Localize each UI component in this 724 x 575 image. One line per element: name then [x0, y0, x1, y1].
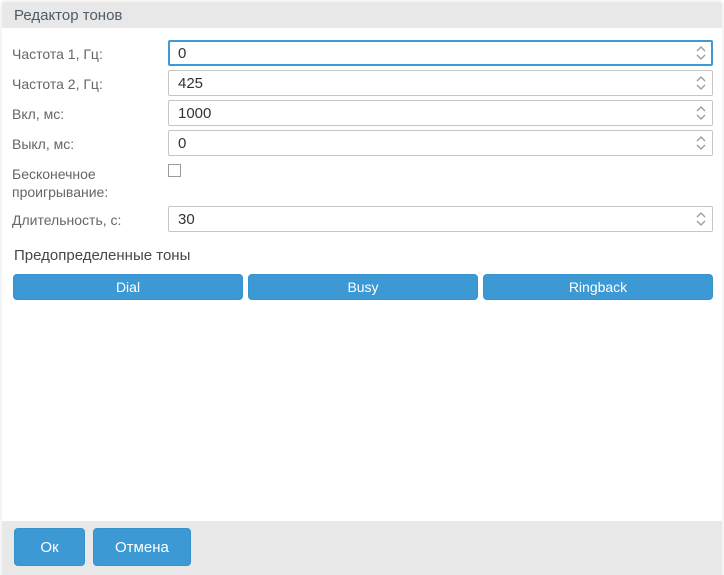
frequency1-field-wrap: [168, 40, 713, 66]
spin-down-button[interactable]: [696, 144, 706, 150]
frequency1-label: Частота 1, Гц:: [12, 46, 103, 62]
spin-down-button[interactable]: [696, 114, 706, 120]
off-ms-label: Выкл, мс:: [12, 136, 75, 152]
field-row-on-ms: Вкл, мс:: [12, 100, 713, 126]
spin-up-button[interactable]: [696, 46, 706, 52]
preset-busy-button[interactable]: Busy: [248, 274, 478, 300]
preset-dial-button[interactable]: Dial: [13, 274, 243, 300]
cancel-button[interactable]: Отмена: [93, 528, 191, 566]
spin-up-button[interactable]: [696, 76, 706, 82]
spin-up-button[interactable]: [696, 212, 706, 218]
spin-down-button[interactable]: [696, 220, 706, 226]
frequency2-field-wrap: [168, 70, 713, 96]
field-row-infinite-playback: Бесконечное проигрывание:: [12, 160, 713, 201]
field-row-off-ms: Выкл, мс:: [12, 130, 713, 156]
frequency1-spinner: [696, 40, 706, 66]
dialog-title: Редактор тонов: [14, 6, 123, 24]
frequency2-spinner: [696, 70, 706, 96]
infinite-playback-field-wrap: [168, 160, 713, 182]
spin-up-button[interactable]: [696, 106, 706, 112]
frequency1-input[interactable]: [168, 40, 713, 66]
spin-up-button[interactable]: [696, 136, 706, 142]
duration-label: Длительность, с:: [12, 212, 122, 228]
on-ms-field-wrap: [168, 100, 713, 126]
dialog-footer: Ок Отмена: [2, 521, 722, 575]
presets-heading: Предопределенные тоны: [14, 247, 191, 264]
on-ms-input[interactable]: [168, 100, 713, 126]
off-ms-field-wrap: [168, 130, 713, 156]
dialog-title-bar: Редактор тонов: [2, 2, 722, 28]
duration-spinner: [696, 206, 706, 232]
field-row-frequency1: Частота 1, Гц:: [12, 40, 713, 66]
field-row-duration: Длительность, с:: [12, 206, 713, 232]
frequency2-input[interactable]: [168, 70, 713, 96]
dialog-body: Частота 1, Гц: Частота 2, Гц:: [2, 28, 722, 521]
duration-input[interactable]: [168, 206, 713, 232]
off-ms-spinner: [696, 130, 706, 156]
duration-field-wrap: [168, 206, 713, 232]
preset-ringback-button[interactable]: Ringback: [483, 274, 713, 300]
off-ms-input[interactable]: [168, 130, 713, 156]
presets-row: Dial Busy Ringback: [13, 274, 713, 300]
frequency2-label: Частота 2, Гц:: [12, 76, 103, 92]
ok-button[interactable]: Ок: [14, 528, 85, 566]
spin-down-button[interactable]: [696, 84, 706, 90]
infinite-playback-checkbox[interactable]: [168, 164, 181, 177]
field-row-frequency2: Частота 2, Гц:: [12, 70, 713, 96]
spin-down-button[interactable]: [696, 54, 706, 60]
infinite-playback-label: Бесконечное проигрывание:: [12, 166, 109, 200]
on-ms-label: Вкл, мс:: [12, 106, 65, 122]
on-ms-spinner: [696, 100, 706, 126]
